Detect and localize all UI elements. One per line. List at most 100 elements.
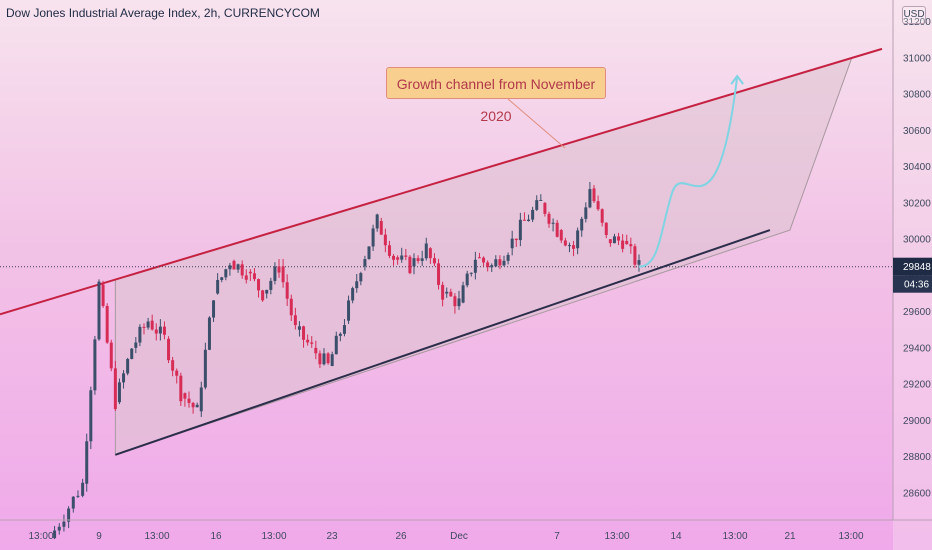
y-tick-label: 31200 — [903, 17, 931, 28]
candle-body — [486, 262, 490, 268]
candle-body — [498, 259, 502, 266]
candle-body — [604, 222, 608, 235]
candle-body — [559, 230, 563, 241]
candle-body — [441, 284, 445, 300]
candle-body — [592, 188, 596, 202]
candle-body — [167, 338, 171, 361]
candle-body — [416, 258, 420, 261]
candle-body — [228, 265, 232, 270]
x-tick-label: 13:00 — [838, 531, 863, 542]
candle-body — [510, 238, 514, 249]
y-tick-label: 30200 — [903, 198, 931, 209]
candle-body — [179, 375, 183, 402]
candle-body — [302, 326, 306, 340]
candle-body — [420, 258, 424, 261]
x-tick-label: 23 — [326, 531, 338, 542]
candle-body — [285, 282, 289, 299]
candle-body — [105, 305, 109, 343]
candle-body — [469, 272, 473, 274]
candle-body — [158, 326, 162, 334]
last-price-tag — [893, 257, 932, 276]
candle-body — [584, 207, 588, 219]
candle-body — [608, 239, 612, 244]
candle-body — [580, 218, 584, 231]
candle-body — [367, 246, 371, 260]
candle-body — [199, 387, 203, 412]
candle-body — [563, 240, 567, 246]
annotation-callout[interactable]: Growth channel from November 2020 — [386, 67, 606, 124]
candle-body — [637, 260, 641, 265]
y-tick-label: 30600 — [903, 126, 931, 137]
candle-body — [216, 279, 220, 294]
candle-body — [101, 284, 105, 306]
candle-body — [567, 245, 571, 247]
x-tick-label: 14 — [670, 531, 682, 542]
last-price-text: 29848 — [903, 262, 931, 273]
candle-body — [322, 353, 326, 365]
candle-body — [76, 495, 80, 497]
candle-body — [122, 373, 126, 383]
candle-body — [473, 259, 477, 273]
candle-body — [457, 298, 461, 307]
x-tick-label: 7 — [554, 531, 560, 542]
candle-body — [539, 199, 543, 201]
candle-body — [461, 285, 465, 303]
candle-body — [265, 289, 269, 294]
candle-body — [281, 266, 285, 283]
y-tick-label: 29000 — [903, 416, 931, 427]
candle-body — [224, 269, 228, 278]
candle-body — [62, 521, 66, 527]
candle-body — [146, 321, 150, 328]
candle-body — [293, 315, 297, 326]
candle-body — [387, 245, 391, 256]
currency-badge[interactable]: USD — [902, 6, 926, 24]
candle-body — [93, 339, 97, 391]
candle-body — [375, 214, 379, 229]
x-tick-label: 13:00 — [722, 531, 747, 542]
x-tick-label: 16 — [210, 531, 222, 542]
candle-body — [57, 526, 61, 531]
candle-body — [514, 238, 518, 241]
x-tick-label: Dec — [450, 531, 468, 542]
candle-body — [154, 329, 158, 334]
candle-body — [134, 342, 138, 348]
candle-body — [465, 273, 469, 286]
countdown-text: 04:36 — [904, 280, 929, 291]
callout-pointer — [507, 98, 566, 149]
candle-body — [576, 230, 580, 249]
candle-body — [629, 244, 633, 247]
y-tick-label: 29400 — [903, 343, 931, 354]
x-tick-label: 13:00 — [144, 531, 169, 542]
candle-body — [502, 260, 506, 266]
y-tick-label: 30000 — [903, 235, 931, 246]
candle-body — [240, 264, 244, 276]
candle-body — [261, 290, 265, 301]
candle-body — [248, 271, 252, 274]
candle-body — [89, 390, 93, 442]
candle-body — [535, 200, 539, 210]
candle-body — [347, 300, 351, 321]
candle-body — [212, 300, 216, 318]
candle-body — [257, 279, 261, 291]
candle-body — [269, 280, 273, 290]
candle-body — [600, 209, 604, 223]
candle-body — [126, 358, 130, 374]
y-tick-label: 31000 — [903, 53, 931, 64]
projection-arrowhead — [730, 74, 744, 85]
candle-body — [449, 291, 453, 297]
candle-body — [277, 266, 281, 273]
x-tick-label: 13:00 — [604, 531, 629, 542]
candle-body — [547, 213, 551, 224]
countdown-tag — [893, 275, 932, 293]
candle-body — [363, 259, 367, 267]
candle-body — [81, 482, 85, 496]
candle-body — [142, 326, 146, 328]
candle-body — [518, 219, 522, 241]
candle-body — [207, 317, 211, 350]
candle-body — [445, 291, 449, 294]
candle-body — [171, 360, 175, 371]
lower-channel-line[interactable] — [115, 229, 771, 456]
candle-body — [191, 402, 195, 408]
